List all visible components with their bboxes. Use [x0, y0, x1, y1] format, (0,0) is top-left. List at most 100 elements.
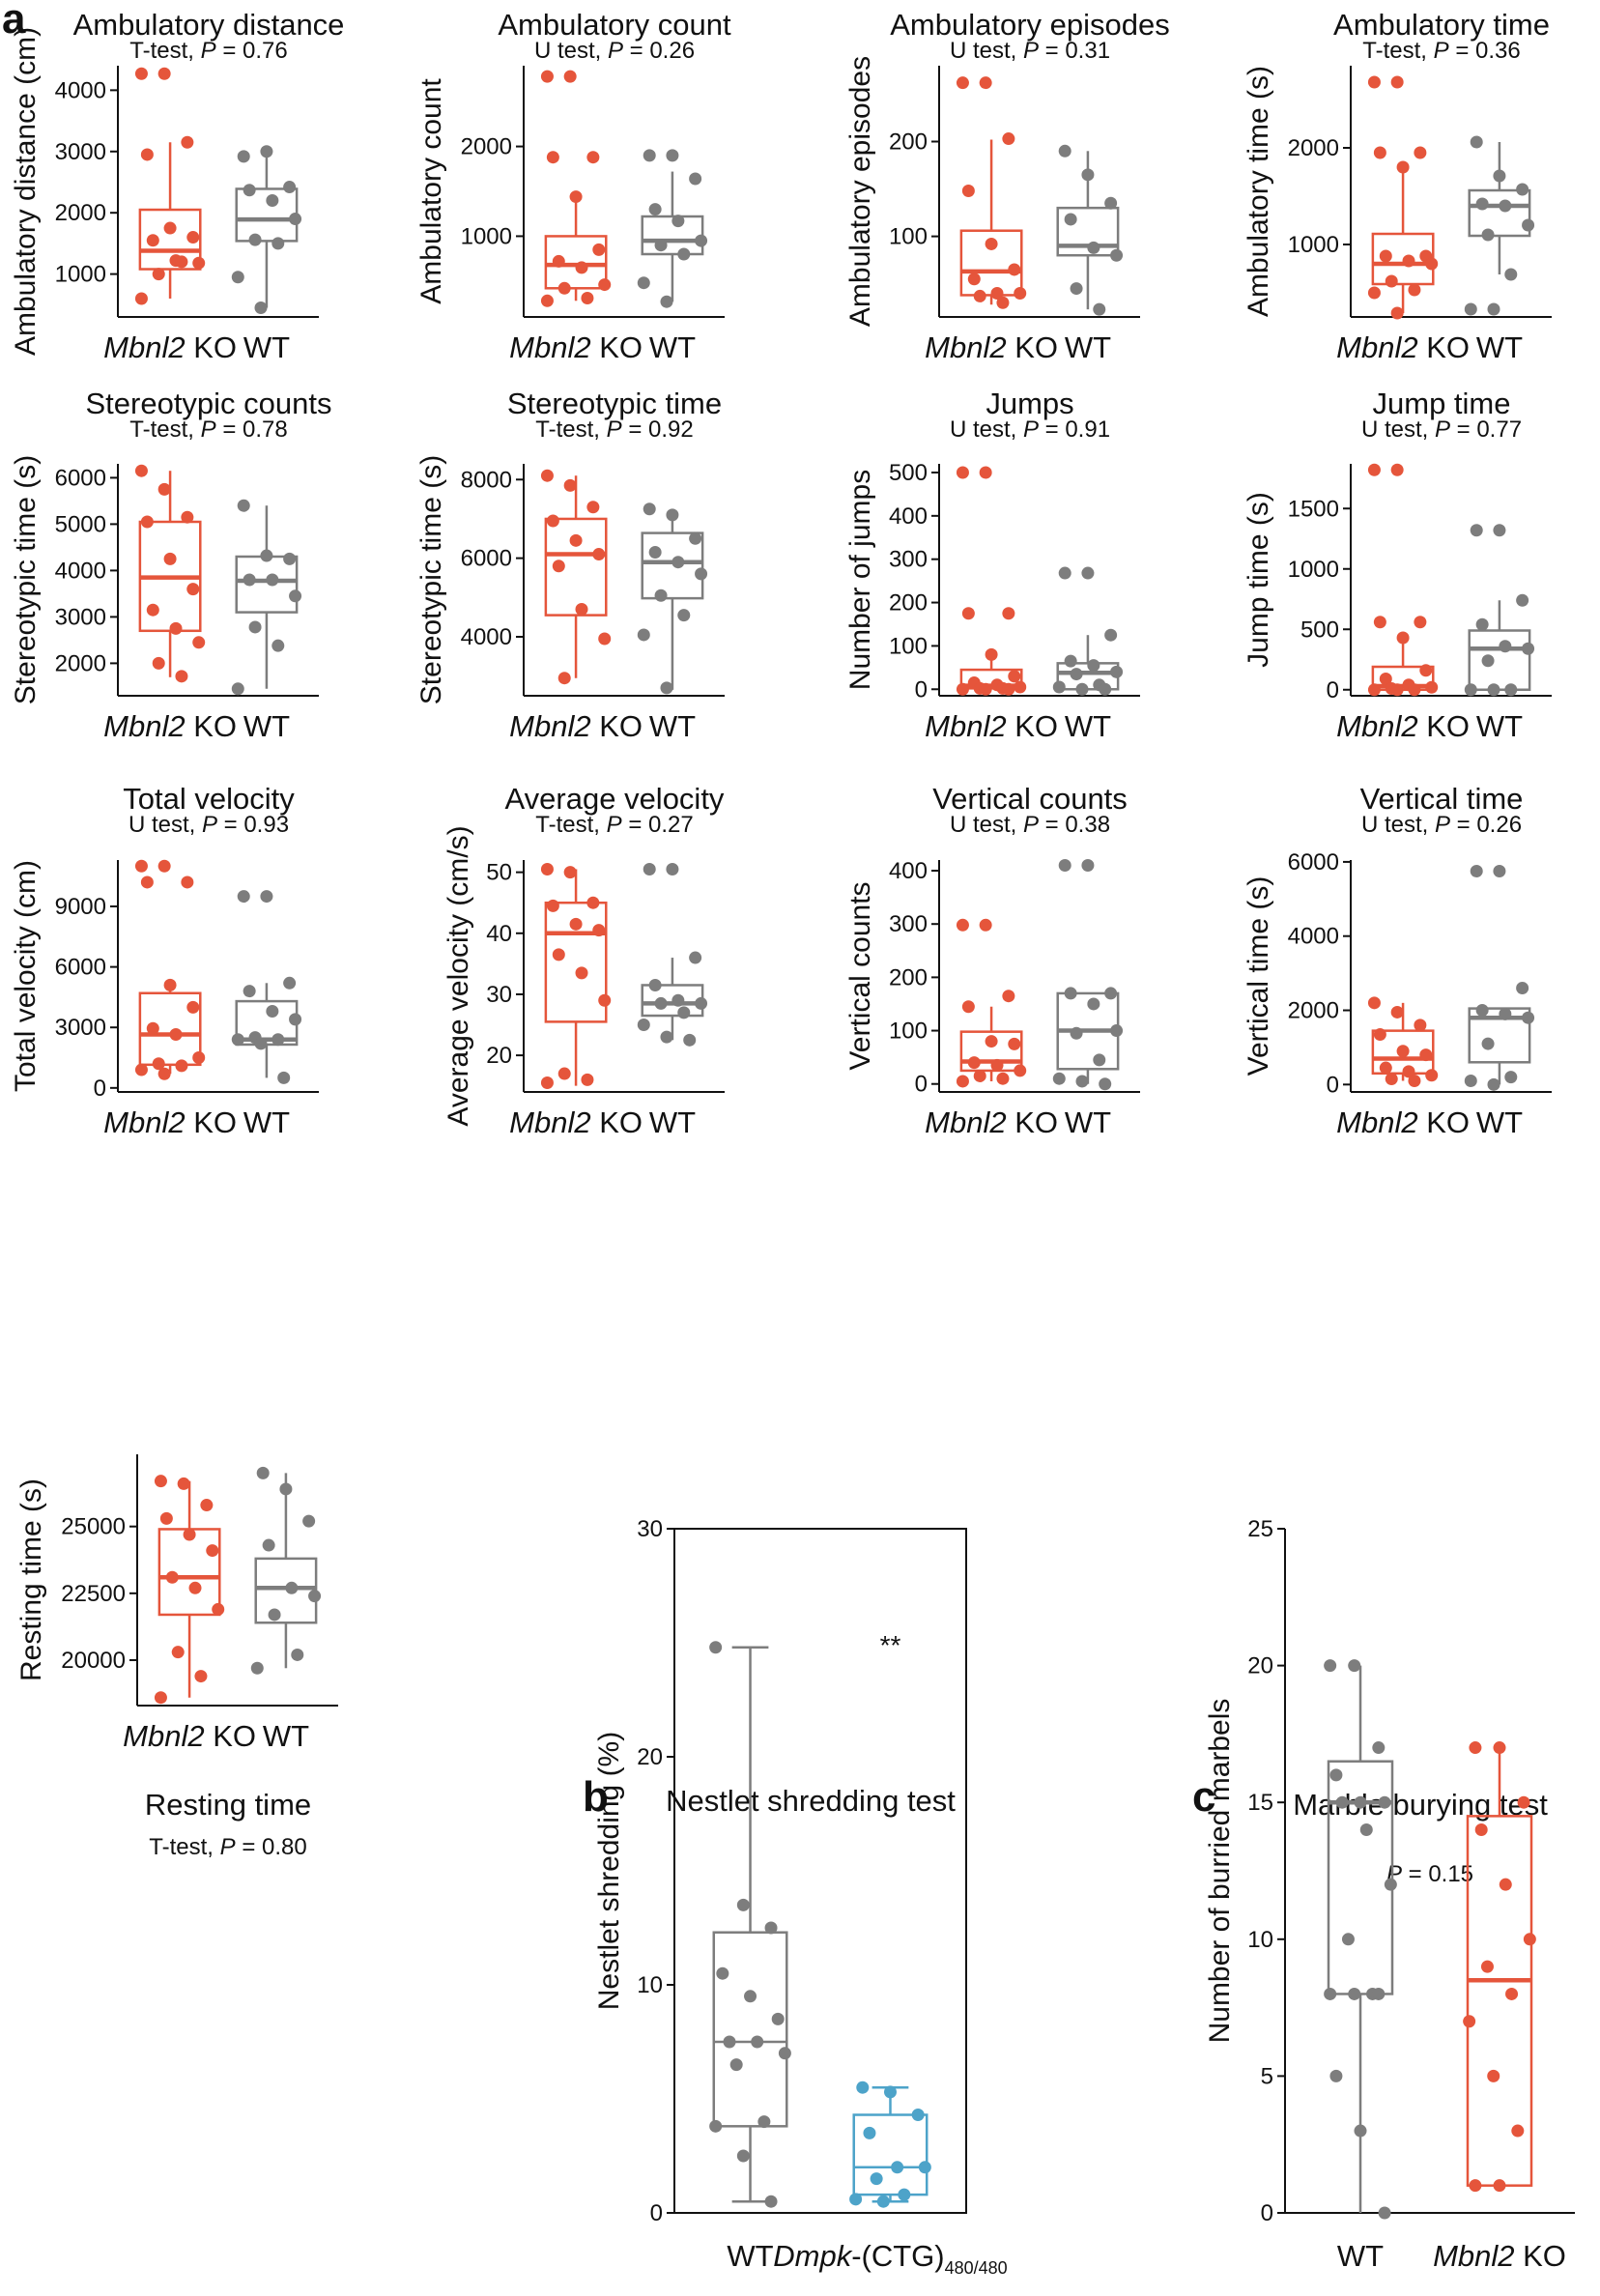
data-point	[1408, 1074, 1421, 1087]
box-ko	[154, 1475, 225, 1705]
stat-p-value: = 0.15	[1402, 1861, 1473, 1887]
y-tick-label: 4000	[55, 77, 106, 103]
y-tick-label: 100	[889, 1019, 928, 1045]
data-point	[134, 1063, 148, 1076]
data-point	[569, 533, 583, 547]
y-tick-label: 25000	[61, 1514, 126, 1540]
data-point	[563, 70, 577, 83]
data-point	[169, 1028, 183, 1042]
data-point	[1014, 286, 1027, 300]
data-point	[260, 549, 273, 562]
data-point	[177, 1477, 190, 1490]
data-point	[140, 515, 154, 529]
data-point	[237, 150, 250, 163]
x-tick-label-ko: Mbnl2 KO	[1433, 2239, 1566, 2273]
data-point	[666, 149, 679, 162]
chart-stat: T-test, P = 0.27	[535, 812, 693, 838]
data-point	[967, 1056, 981, 1070]
x-tick-label-ko: Mbnl2 KO	[1336, 1105, 1470, 1139]
chart-title: Ambulatory count	[498, 8, 731, 42]
box-wt	[1464, 524, 1535, 697]
stat-p-value: = 0.92	[622, 416, 694, 443]
iqr-box	[852, 2113, 929, 2196]
data-point	[1367, 75, 1381, 89]
iqr-box	[138, 991, 202, 1067]
data-point	[183, 1528, 196, 1541]
data-point	[159, 1511, 173, 1525]
box-wt	[1052, 566, 1124, 696]
label-gene: Mbnl2	[925, 330, 1006, 364]
data-point	[1480, 1960, 1494, 1973]
data-point	[985, 1035, 998, 1048]
data-point	[870, 2172, 883, 2186]
data-point	[546, 151, 559, 164]
x-tick-label-ko: Mbnl2 KO	[103, 1105, 237, 1139]
data-point	[891, 2161, 904, 2174]
label-gene: Mbnl2	[103, 709, 185, 743]
data-point	[1052, 1072, 1066, 1085]
data-point	[764, 2195, 778, 2208]
stat-p-label: P	[1435, 416, 1450, 443]
data-point	[277, 1071, 291, 1084]
x-tick-label-wt: WT	[243, 709, 290, 743]
data-point	[1425, 257, 1439, 271]
y-axis-label: Ambulatory count	[415, 78, 447, 304]
x-tick-label-wt: WT	[1337, 2239, 1384, 2273]
y-axis-label: Ambulatory episodes	[844, 56, 876, 327]
data-point	[181, 875, 194, 889]
y-tick-label: 3000	[55, 604, 106, 630]
label-suffix: KO	[1418, 1105, 1470, 1139]
data-point	[598, 993, 612, 1007]
y-axis-label: Stereotypic time (s)	[415, 455, 447, 704]
data-point	[1505, 1987, 1519, 2000]
data-point	[250, 1661, 264, 1675]
significance-marker: **	[880, 1630, 901, 1660]
data-point	[660, 295, 673, 308]
x-tick-label-wt: WT	[1065, 709, 1111, 743]
data-point	[1002, 682, 1015, 696]
panel-letter-b: b	[583, 1773, 609, 1821]
data-point	[695, 234, 708, 247]
y-tick-label: 1000	[55, 262, 106, 288]
label-gene: Dmpk	[773, 2239, 852, 2273]
y-tick-label: 25	[1247, 1516, 1273, 1542]
y-tick-label: 300	[889, 911, 928, 937]
data-point	[1087, 241, 1100, 254]
box-ko	[134, 859, 206, 1080]
box-wt	[1324, 1659, 1397, 2220]
data-point	[152, 268, 165, 281]
panel-letter-c: c	[1192, 1773, 1215, 1821]
label-group: WT	[1476, 1105, 1523, 1139]
label-group: WT	[649, 1105, 696, 1139]
chart-title: Ambulatory episodes	[890, 8, 1170, 42]
stat-p-label: P	[202, 812, 217, 838]
stat-test: U test,	[1361, 416, 1435, 443]
data-point	[967, 273, 981, 286]
stat-p-value: = 0.77	[1450, 416, 1522, 443]
data-point	[192, 636, 206, 649]
data-point	[1470, 135, 1483, 149]
stat-p-value: = 0.26	[623, 38, 695, 64]
data-point	[979, 918, 992, 932]
stat-test: T-test,	[129, 416, 200, 443]
data-point	[1499, 1878, 1512, 1891]
label-suffix: KO	[1007, 330, 1058, 364]
data-point	[918, 2161, 931, 2174]
y-tick-label: 22500	[61, 1581, 126, 1607]
data-point	[1419, 664, 1433, 677]
box-wt	[1052, 859, 1124, 1091]
data-point	[256, 1466, 270, 1479]
stat-test: U test,	[950, 812, 1023, 838]
y-tick-label: 6000	[1288, 849, 1339, 875]
chart-stat: U test, P = 0.31	[950, 38, 1110, 64]
stat-test: T-test,	[149, 1834, 219, 1860]
box-wt	[1056, 144, 1124, 316]
data-point	[1367, 996, 1381, 1010]
y-tick-label: 5000	[55, 511, 106, 537]
data-point	[237, 499, 250, 512]
data-point	[152, 1057, 165, 1071]
data-point	[985, 237, 998, 250]
